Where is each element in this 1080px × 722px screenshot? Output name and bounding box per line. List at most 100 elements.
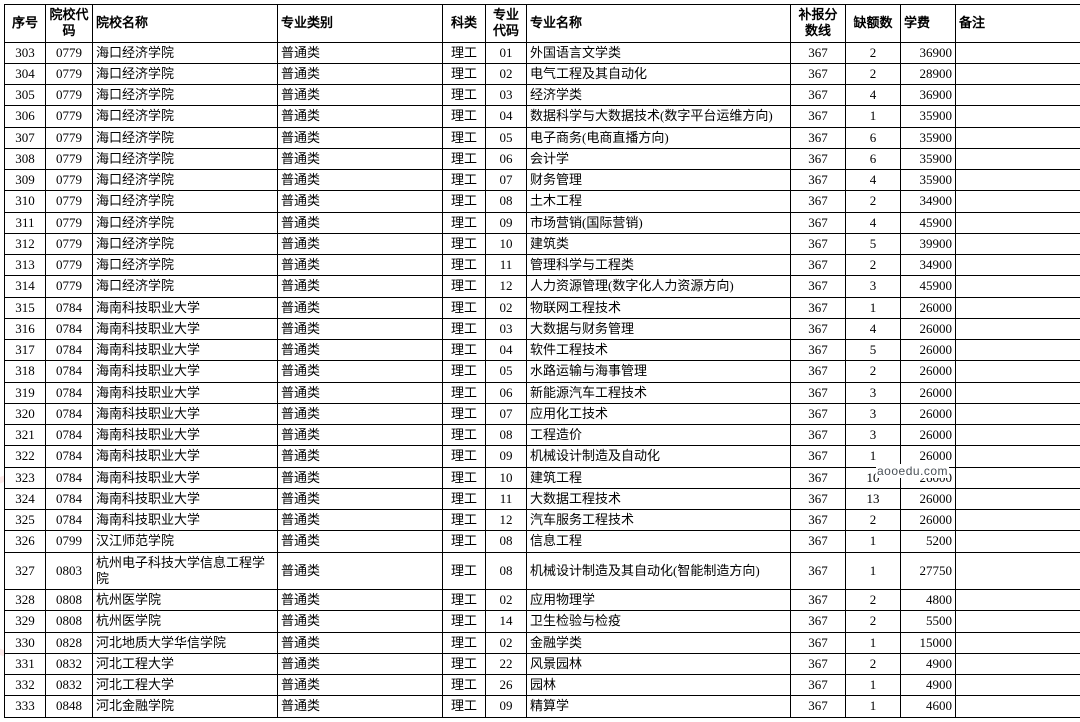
cell-note: [956, 127, 1080, 148]
cell-fee: 26000: [901, 403, 956, 424]
cell-major-code: 05: [486, 361, 527, 382]
cell-major-code: 22: [486, 653, 527, 674]
cell-fee: 39900: [901, 233, 956, 254]
cell-vacancy: 5: [846, 233, 901, 254]
cell-school-name: 海口经济学院: [93, 106, 278, 127]
cell-score: 367: [791, 255, 846, 276]
cell-school-code: 0779: [46, 170, 93, 191]
cell-fee: 36900: [901, 85, 956, 106]
cell-fee: 35900: [901, 127, 956, 148]
cell-school-code: 0779: [46, 276, 93, 297]
cell-subject: 理工: [443, 42, 486, 63]
cell-note: [956, 361, 1080, 382]
cell-note: [956, 148, 1080, 169]
cell-score: 367: [791, 127, 846, 148]
cell-school-code: 0784: [46, 467, 93, 488]
cell-subject: 理工: [443, 590, 486, 611]
cell-school-name: 杭州电子科技大学信息工程学院: [93, 552, 278, 590]
cell-seq: 321: [5, 425, 46, 446]
cell-school-code: 0784: [46, 340, 93, 361]
cell-vacancy: 1: [846, 675, 901, 696]
table-row: 3040779海口经济学院普通类理工02电气工程及其自动化367228900: [5, 63, 1080, 84]
cell-category: 普通类: [278, 318, 443, 339]
table-row: 3300828河北地质大学华信学院普通类理工02金融学类367115000: [5, 632, 1080, 653]
cell-major-code: 12: [486, 510, 527, 531]
cell-major-name: 数据科学与大数据技术(数字平台运维方向): [527, 106, 791, 127]
cell-major-code: 02: [486, 590, 527, 611]
cell-school-code: 0779: [46, 63, 93, 84]
cell-score: 367: [791, 425, 846, 446]
cell-category: 普通类: [278, 488, 443, 509]
cell-category: 普通类: [278, 85, 443, 106]
cell-category: 普通类: [278, 106, 443, 127]
cell-major-code: 04: [486, 340, 527, 361]
cell-school-code: 0784: [46, 488, 93, 509]
cell-subject: 理工: [443, 382, 486, 403]
cell-fee: 36900: [901, 42, 956, 63]
cell-vacancy: 3: [846, 276, 901, 297]
cell-note: [956, 318, 1080, 339]
table-row: 3250784海南科技职业大学普通类理工12汽车服务工程技术367226000: [5, 510, 1080, 531]
cell-major-code: 09: [486, 446, 527, 467]
col-school-code: 院校代码: [46, 5, 93, 43]
cell-school-code: 0848: [46, 696, 93, 717]
cell-subject: 理工: [443, 488, 486, 509]
cell-major-code: 07: [486, 403, 527, 424]
cell-score: 367: [791, 403, 846, 424]
cell-score: 367: [791, 106, 846, 127]
cell-school-code: 0808: [46, 590, 93, 611]
cell-fee: 34900: [901, 191, 956, 212]
table-row: 3320832河北工程大学普通类理工26园林36714900: [5, 675, 1080, 696]
table-row: 3150784海南科技职业大学普通类理工02物联网工程技术367126000: [5, 297, 1080, 318]
cell-fee: 26000: [901, 425, 956, 446]
cell-score: 367: [791, 276, 846, 297]
cell-vacancy: 3: [846, 425, 901, 446]
cell-major-name: 电气工程及其自动化: [527, 63, 791, 84]
cell-score: 367: [791, 318, 846, 339]
cell-note: [956, 510, 1080, 531]
cell-vacancy: 13: [846, 488, 901, 509]
cell-school-name: 海口经济学院: [93, 191, 278, 212]
admissions-table: 序号 院校代码 院校名称 专业类别 科类 专业代码 专业名称 补报分数线 缺额数…: [4, 4, 1080, 718]
cell-note: [956, 191, 1080, 212]
cell-major-code: 02: [486, 297, 527, 318]
table-row: 3310832河北工程大学普通类理工22风景园林36724900: [5, 653, 1080, 674]
table-row: 3260799汉江师范学院普通类理工08信息工程36715200: [5, 531, 1080, 552]
cell-vacancy: 2: [846, 255, 901, 276]
cell-score: 367: [791, 42, 846, 63]
table-row: 3080779海口经济学院普通类理工06会计学367635900: [5, 148, 1080, 169]
cell-school-name: 海口经济学院: [93, 212, 278, 233]
cell-vacancy: 1: [846, 696, 901, 717]
col-major-code: 专业代码: [486, 5, 527, 43]
cell-seq: 332: [5, 675, 46, 696]
table-body: 3030779海口经济学院普通类理工01外国语言文学类3672369003040…: [5, 42, 1080, 717]
cell-note: [956, 63, 1080, 84]
cell-vacancy: 6: [846, 127, 901, 148]
cell-vacancy: 2: [846, 42, 901, 63]
cell-seq: 324: [5, 488, 46, 509]
cell-subject: 理工: [443, 361, 486, 382]
cell-major-code: 02: [486, 632, 527, 653]
cell-major-name: 大数据工程技术: [527, 488, 791, 509]
cell-subject: 理工: [443, 552, 486, 590]
cell-major-name: 精算学: [527, 696, 791, 717]
cell-school-code: 0828: [46, 632, 93, 653]
cell-score: 367: [791, 467, 846, 488]
cell-major-name: 市场营销(国际营销): [527, 212, 791, 233]
cell-note: [956, 552, 1080, 590]
table-header: 序号 院校代码 院校名称 专业类别 科类 专业代码 专业名称 补报分数线 缺额数…: [5, 5, 1080, 43]
cell-category: 普通类: [278, 590, 443, 611]
table-row: 3130779海口经济学院普通类理工11管理科学与工程类367234900: [5, 255, 1080, 276]
cell-score: 367: [791, 696, 846, 717]
cell-fee: 26000: [901, 382, 956, 403]
cell-subject: 理工: [443, 233, 486, 254]
cell-seq: 308: [5, 148, 46, 169]
cell-vacancy: 6: [846, 148, 901, 169]
cell-school-name: 海口经济学院: [93, 42, 278, 63]
cell-score: 367: [791, 85, 846, 106]
cell-score: 367: [791, 191, 846, 212]
cell-seq: 311: [5, 212, 46, 233]
cell-school-name: 海南科技职业大学: [93, 467, 278, 488]
cell-seq: 320: [5, 403, 46, 424]
cell-major-code: 12: [486, 276, 527, 297]
